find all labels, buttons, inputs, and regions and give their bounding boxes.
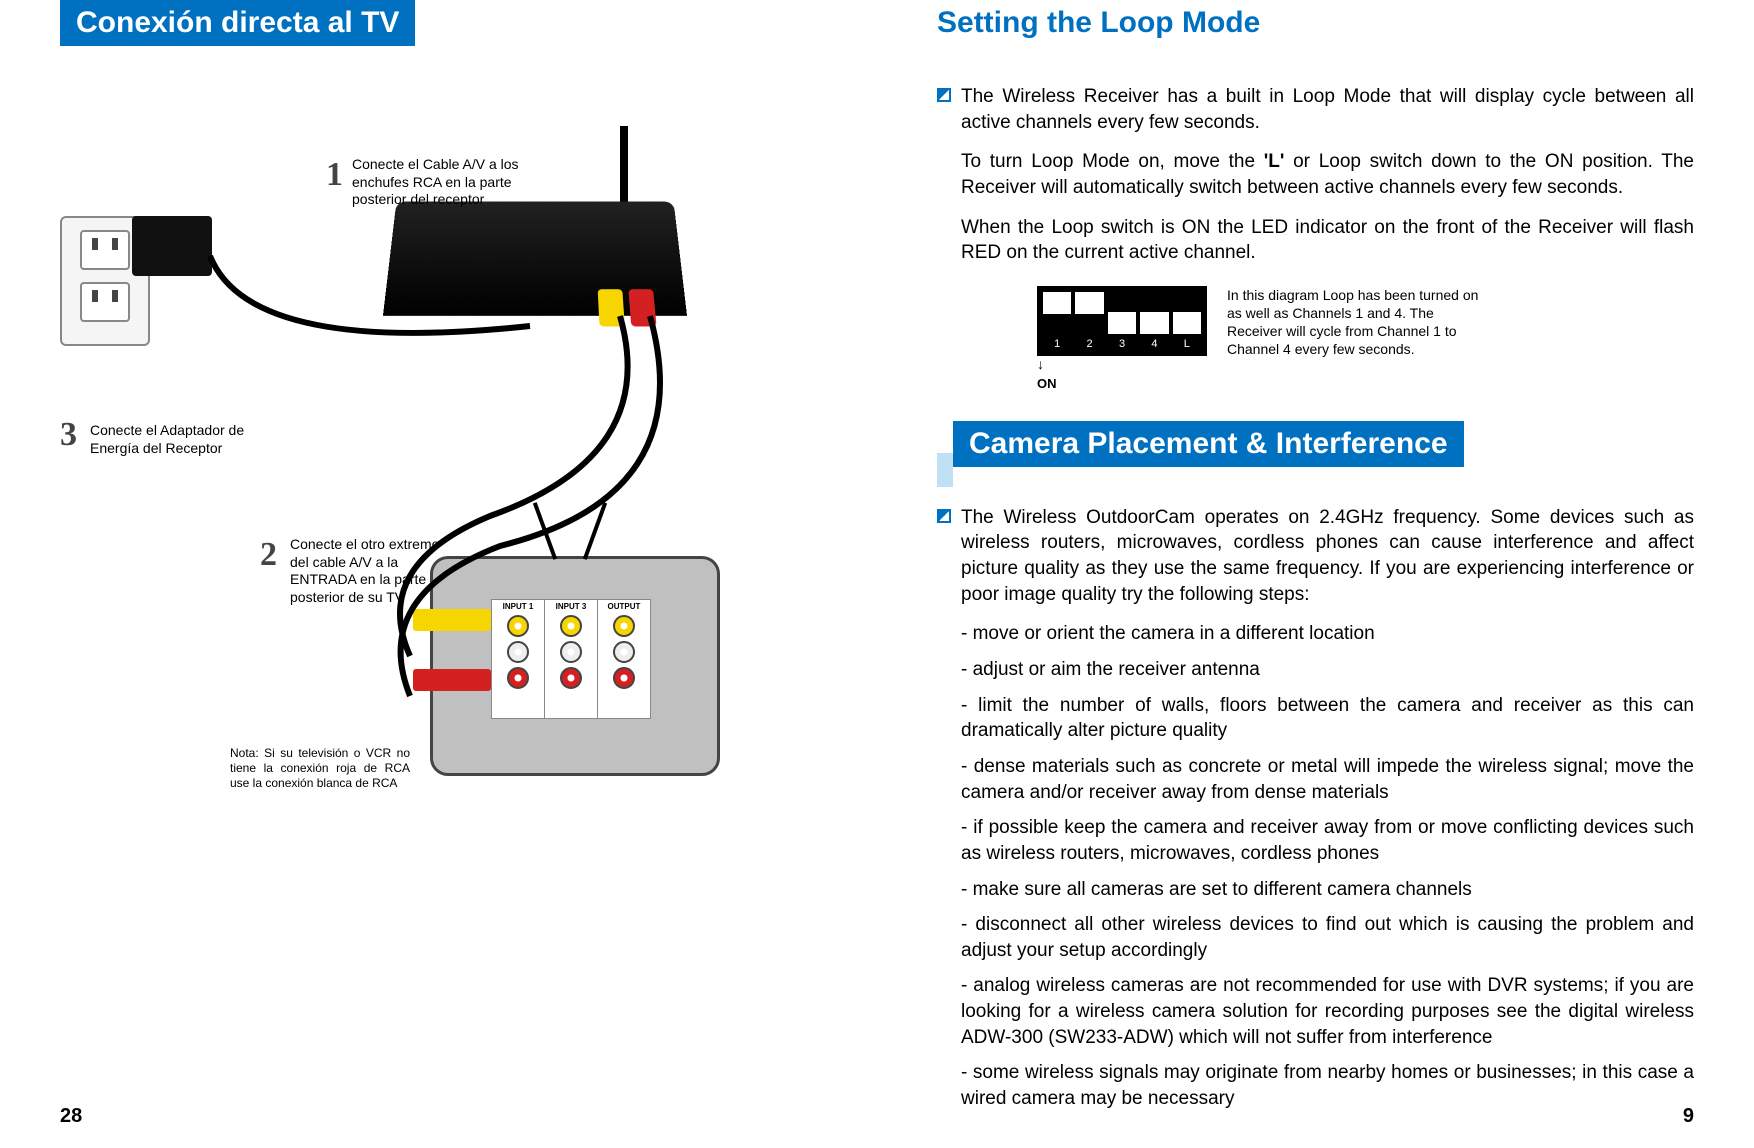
loop-p1: The Wireless Receiver has a built in Loo… <box>961 84 1694 135</box>
step1-text: Conecte el Cable A/V a los enchufes RCA … <box>352 156 532 209</box>
dash-item: - adjust or aim the receiver antenna <box>961 657 1694 683</box>
loop-heading-wrap: Setting the Loop Mode <box>937 0 1694 66</box>
dash-item: - dense materials such as concrete or me… <box>961 754 1694 805</box>
tv-col1-label: INPUT 1 <box>503 602 534 611</box>
dash-item: - move or orient the camera in a differe… <box>961 621 1694 647</box>
tv-input-panel: INPUT 1 INPUT 3 OUTPUT <box>491 599 651 719</box>
down-arrow-icon: ↓ <box>1037 356 1207 372</box>
step2-number: 2 <box>260 536 277 574</box>
dash-item: - analog wireless cameras are not recomm… <box>961 973 1694 1050</box>
dip-switch-icon: 1 2 3 4 L <box>1037 286 1207 356</box>
dash-item: - disconnect all other wireless devices … <box>961 912 1694 963</box>
interference-steps: - move or orient the camera in a differe… <box>937 621 1694 1111</box>
step3-text: Conecte el Adaptador de Energía del Rece… <box>90 422 260 457</box>
left-page: Conexión directa al TV 1 Conecte el Cabl… <box>0 0 877 1148</box>
dash-item: - some wireless signals may originate fr… <box>961 1060 1694 1111</box>
left-heading-wrap: Conexión directa al TV <box>60 0 817 66</box>
loop-p2: To turn Loop Mode on, move the 'L' or Lo… <box>937 149 1694 200</box>
heading-accent <box>937 453 953 487</box>
tv-col2-label: INPUT 3 <box>556 602 587 611</box>
bullet-icon <box>937 88 951 102</box>
step3-number: 3 <box>60 416 77 454</box>
right-page-number: 9 <box>1683 1105 1694 1128</box>
power-plug-icon <box>132 216 212 276</box>
dash-item: - limit the number of walls, floors betw… <box>961 693 1694 744</box>
loop-p1-wrap: The Wireless Receiver has a built in Loo… <box>937 84 1694 135</box>
step1-number: 1 <box>326 156 343 194</box>
on-label: ON <box>1037 376 1207 391</box>
dip-caption: In this diagram Loop has been turned on … <box>1227 286 1487 359</box>
interference-p1: The Wireless OutdoorCam operates on 2.4G… <box>961 505 1694 608</box>
connection-diagram: 1 Conecte el Cable A/V a los enchufes RC… <box>60 96 817 876</box>
tv-icon: INPUT 1 INPUT 3 OUTPUT <box>430 556 720 776</box>
interference-title: Camera Placement & Interference <box>953 421 1464 467</box>
interference-heading-wrap: Camera Placement & Interference <box>937 421 1694 487</box>
left-page-number: 28 <box>60 1105 82 1128</box>
receiver-icon <box>383 201 687 315</box>
dash-item: - make sure all cameras are set to diffe… <box>961 877 1694 903</box>
bullet-icon <box>937 509 951 523</box>
interference-p1-wrap: The Wireless OutdoorCam operates on 2.4G… <box>937 505 1694 608</box>
right-page: Setting the Loop Mode The Wireless Recei… <box>877 0 1754 1148</box>
loop-title: Setting the Loop Mode <box>937 0 1276 46</box>
loop-p3: When the Loop switch is ON the LED indic… <box>937 215 1694 266</box>
dip-diagram: 1 2 3 4 L ↓ ON In this diagram Loop has … <box>1037 286 1694 391</box>
tv-col3-label: OUTPUT <box>608 602 641 611</box>
dash-item: - if possible keep the camera and receiv… <box>961 815 1694 866</box>
rca-note: Nota: Si su televisión o VCR no tiene la… <box>230 746 410 791</box>
left-title: Conexión directa al TV <box>60 0 415 46</box>
